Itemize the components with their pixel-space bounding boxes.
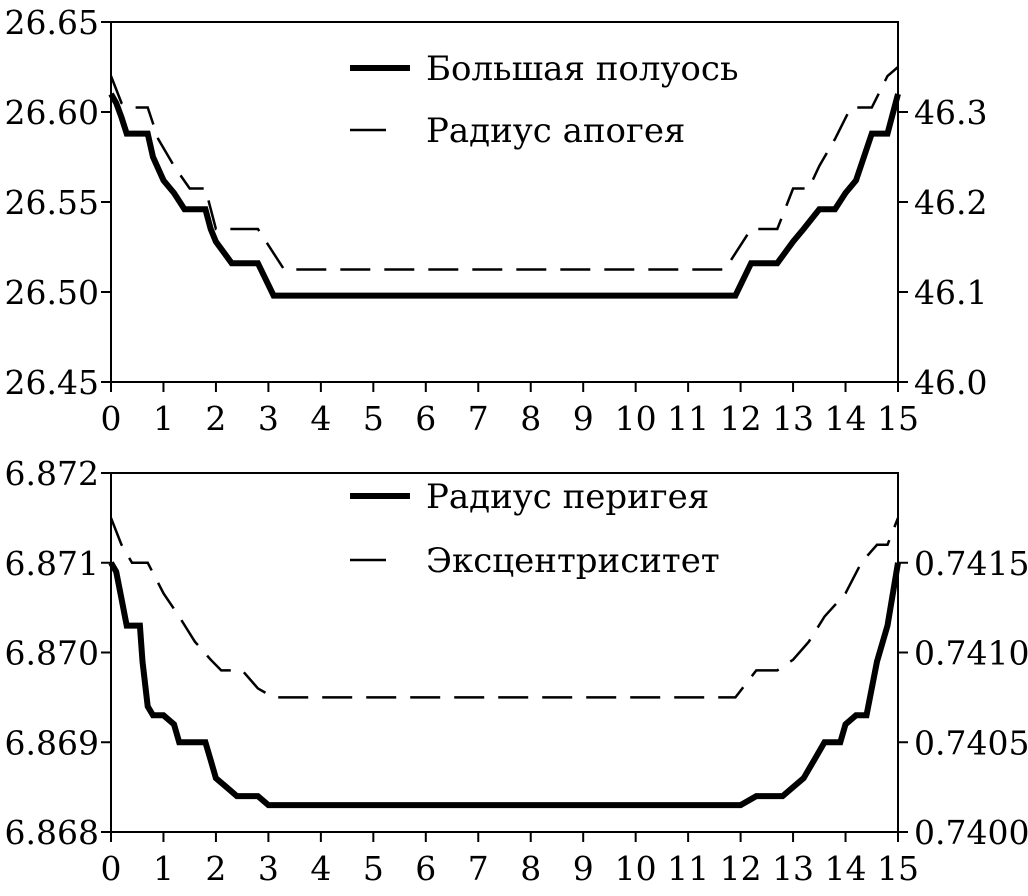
x-tick-label: 14 — [825, 849, 867, 888]
x-tick-label: 15 — [877, 849, 919, 888]
legend-label-2: Эксцентриситет — [426, 541, 720, 581]
right-y-tick-label: 46.2 — [914, 183, 987, 222]
x-tick-label: 4 — [310, 399, 331, 438]
x-tick-label: 10 — [615, 399, 657, 438]
left-y-tick-label: 26.55 — [5, 183, 99, 222]
x-tick-label: 13 — [772, 849, 814, 888]
left-y-tick-label: 26.60 — [5, 93, 99, 132]
bottom-panel: 0 1 2 3 4 5 6 7 8 9 10 11 12 13 14 156.8686.8696.8706.8… — [5, 454, 1028, 888]
x-tick-label: 6 — [415, 399, 436, 438]
left-y-tick-label: 6.870 — [5, 634, 99, 673]
x-tick-label: 13 — [772, 399, 814, 438]
x-tick-label: 0 — [101, 849, 122, 888]
legend-label-2: Радиус апогея — [426, 111, 685, 151]
x-tick-label: 10 — [615, 849, 657, 888]
x-tick-label: 15 — [877, 399, 919, 438]
x-tick-label: 12 — [720, 849, 762, 888]
left-y-tick-label: 26.50 — [5, 273, 99, 312]
series-line-2 — [109, 66, 899, 271]
plot-frame — [110, 472, 899, 833]
x-tick-label: 1 — [153, 849, 174, 888]
x-tick-label: 11 — [667, 849, 709, 888]
right-y-tick-label: 46.0 — [914, 363, 987, 402]
left-y-tick-label: 6.872 — [5, 454, 99, 493]
legend-label-1: Большая полуось — [426, 49, 738, 89]
left-y-tick-label: 6.871 — [5, 544, 99, 583]
x-tick-label: 11 — [667, 399, 709, 438]
legend-label-1: Радиус перигея — [426, 477, 709, 517]
right-y-tick-label: 0.7405 — [914, 723, 1028, 762]
x-tick-label: 3 — [258, 399, 279, 438]
right-y-tick-label: 46.3 — [914, 93, 987, 132]
series-line-2 — [109, 517, 900, 699]
x-tick-label: 8 — [520, 849, 541, 888]
x-tick-label: 2 — [205, 849, 226, 888]
x-tick-label: 4 — [310, 849, 331, 888]
x-tick-label: 8 — [520, 399, 541, 438]
right-y-tick-label: 0.7400 — [914, 813, 1028, 852]
x-tick-label: 9 — [573, 849, 594, 888]
left-y-tick-label: 6.868 — [5, 813, 99, 852]
x-tick-label: 9 — [573, 399, 594, 438]
x-tick-label: 3 — [258, 849, 279, 888]
x-tick-label: 7 — [468, 849, 489, 888]
x-tick-label: 12 — [720, 399, 762, 438]
right-y-tick-label: 46.1 — [914, 273, 987, 312]
x-tick-label: 6 — [415, 849, 436, 888]
series-line-1 — [108, 92, 901, 299]
x-tick-label: 7 — [468, 399, 489, 438]
right-y-tick-label: 0.7410 — [914, 634, 1028, 673]
top-panel: 0 1 2 3 4 5 6 7 8 9 10 11 12 13 14 1526.4526.5026.5526.… — [5, 3, 988, 438]
x-tick-label: 14 — [825, 399, 867, 438]
left-y-tick-label: 26.45 — [5, 363, 99, 402]
x-tick-label: 0 — [101, 399, 122, 438]
x-tick-label: 5 — [363, 399, 384, 438]
left-y-tick-label: 6.869 — [5, 723, 99, 762]
x-tick-label: 5 — [363, 849, 384, 888]
series-line-1 — [108, 561, 901, 809]
right-y-tick-label: 0.7415 — [914, 544, 1028, 583]
x-tick-label: 1 — [153, 399, 174, 438]
left-y-tick-label: 26.65 — [5, 3, 99, 42]
x-tick-label: 2 — [205, 399, 226, 438]
